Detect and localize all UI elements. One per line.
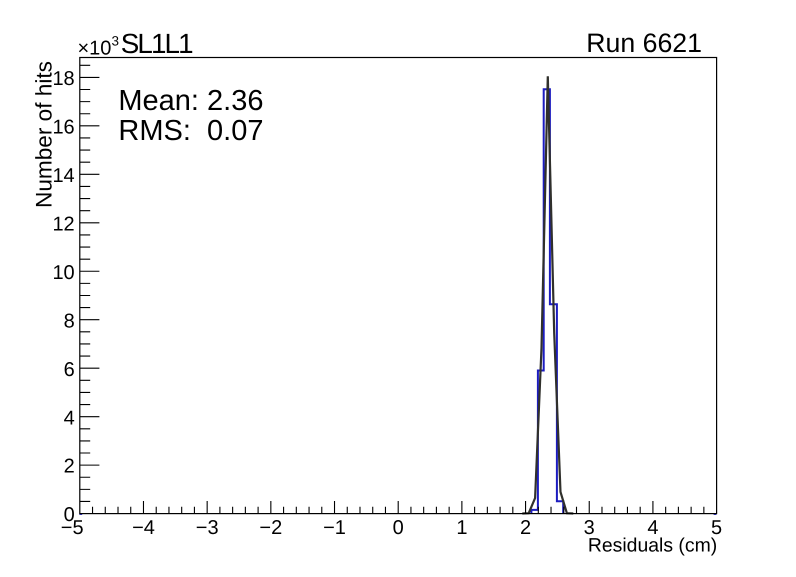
svg-text:Run 6621: Run 6621: [586, 28, 702, 58]
svg-text:0: 0: [64, 504, 75, 526]
svg-text:Residuals (cm): Residuals (cm): [588, 534, 717, 556]
svg-text:−1: −1: [323, 517, 346, 539]
svg-text:2: 2: [64, 456, 75, 478]
svg-text:4: 4: [64, 407, 75, 429]
svg-text:5: 5: [711, 517, 722, 539]
svg-text:3: 3: [584, 517, 595, 539]
svg-text:10: 10: [52, 262, 74, 284]
svg-text:Number of hits: Number of hits: [32, 61, 57, 208]
svg-text:×10: ×10: [78, 37, 112, 59]
svg-text:18: 18: [52, 68, 74, 90]
svg-text:−4: −4: [132, 517, 155, 539]
svg-text:−3: −3: [196, 517, 219, 539]
svg-text:16: 16: [52, 117, 74, 139]
svg-text:1: 1: [456, 517, 467, 539]
svg-text:Mean: 2.36: Mean: 2.36: [118, 85, 263, 117]
svg-text:SL1L1: SL1L1: [121, 28, 193, 59]
svg-text:−2: −2: [259, 517, 282, 539]
svg-text:−5: −5: [61, 517, 84, 539]
svg-text:6: 6: [64, 359, 75, 381]
svg-text:RMS: 0.07: RMS: 0.07: [118, 115, 263, 147]
svg-text:2: 2: [520, 517, 531, 539]
svg-text:3: 3: [112, 34, 120, 49]
svg-text:4: 4: [647, 517, 658, 539]
svg-text:0: 0: [393, 517, 404, 539]
svg-text:8: 8: [64, 310, 75, 332]
svg-text:12: 12: [52, 213, 74, 235]
svg-text:14: 14: [52, 165, 74, 187]
